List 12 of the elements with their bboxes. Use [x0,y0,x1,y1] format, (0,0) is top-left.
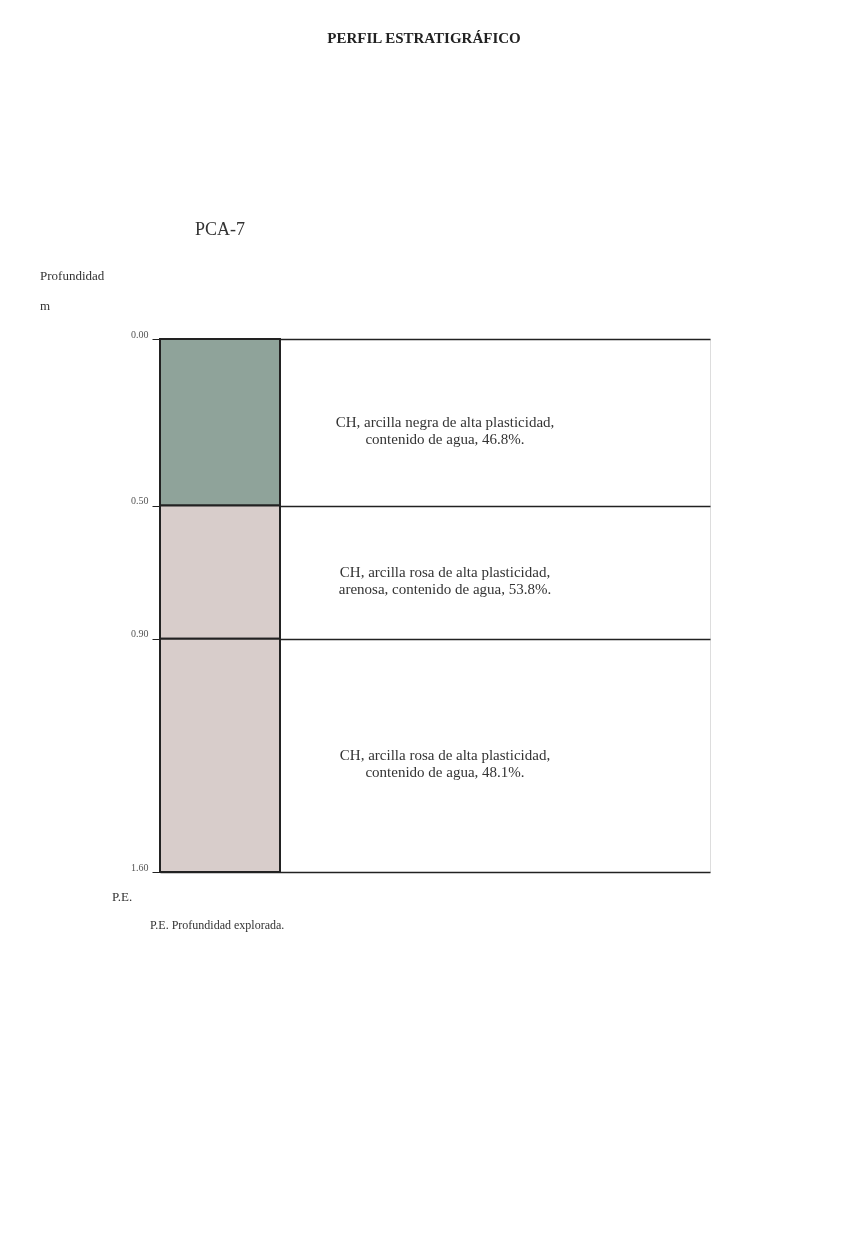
y-tick-label: 0.50 [131,495,149,507]
text: CH, arcilla rosa de alta plasticidad, contenido de agua, 48.1%. [339,747,551,781]
y-tick-label: 0.90 [131,628,149,640]
text: CH, arcilla negra de alta plasticidad, contenido de agua, 46.8%. [335,414,555,448]
text: P.E. [112,889,133,904]
text: PERFIL ESTRATIGRÁFICO [327,30,521,46]
text: CH, arcilla rosa de alta plasticidad, arenosa, contenido de agua, 53.8%. [338,564,552,598]
y-tick-label: 0.00 [131,328,149,340]
chart-subtitle: PCA-7 [195,219,246,239]
y-tick-label: 1.60 [131,861,149,873]
y-axis-title: Profundidad m [40,268,105,313]
text: P.E. Profundidad explorada. [150,918,285,932]
